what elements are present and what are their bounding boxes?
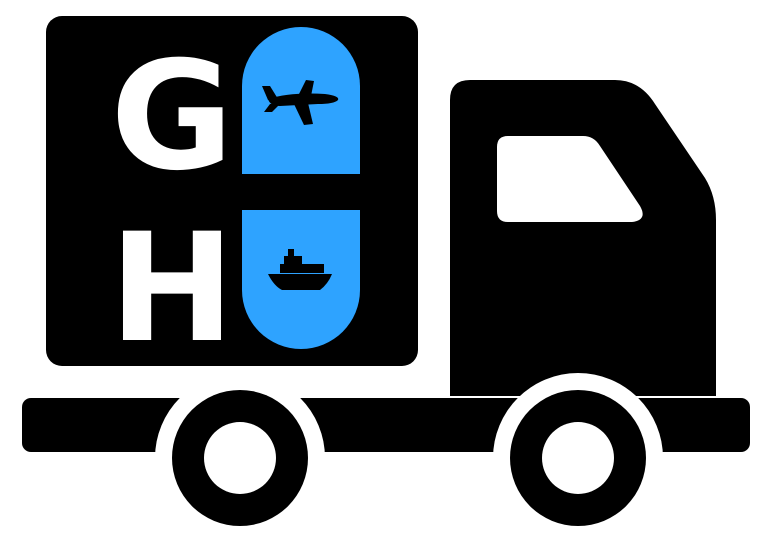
front-wheel (493, 373, 663, 533)
truck-cab (450, 80, 716, 396)
ship-icon (268, 249, 332, 290)
rear-wheel (155, 373, 325, 533)
logo-letter-g: G (110, 30, 233, 204)
airplane-icon (262, 80, 339, 125)
logo-letter-h: H (109, 202, 235, 376)
cab-window (497, 136, 643, 222)
